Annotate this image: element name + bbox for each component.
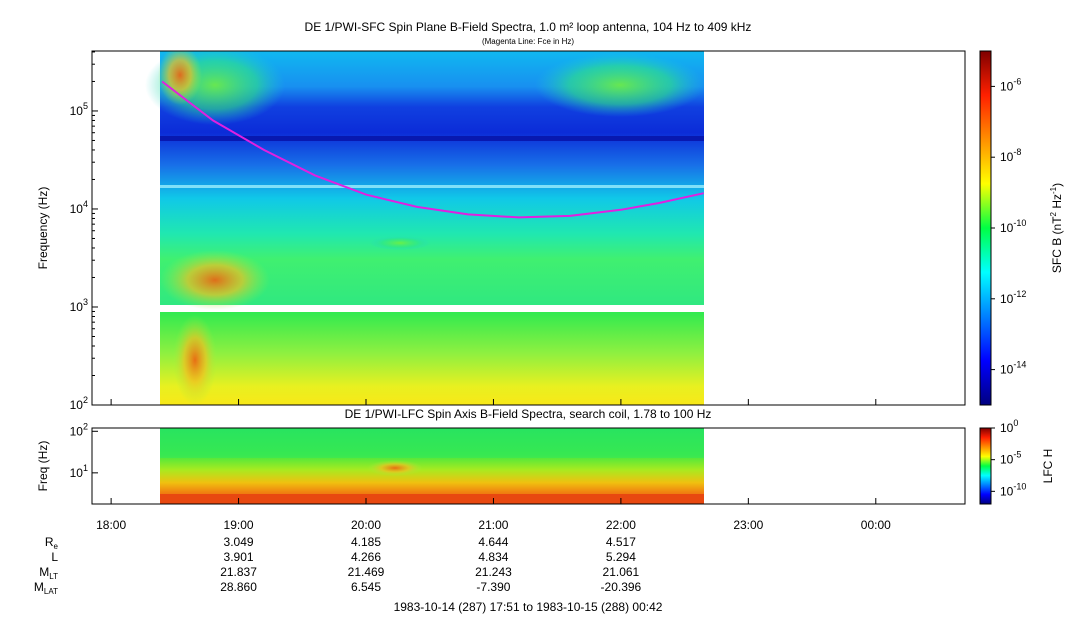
fce-line: [161, 80, 704, 219]
upper-plot-frame: [91, 50, 966, 406]
upper-title: DE 1/PWI-SFC Spin Plane B-Field Spectra,…: [305, 20, 752, 34]
x-tick-label-1: 19:00: [224, 518, 254, 532]
ephemeris-value-2-1: 21.469: [348, 565, 385, 579]
sfc-emission-mid: [370, 236, 430, 250]
time-range-footer: 1983-10-14 (287) 17:51 to 1983-10-15 (28…: [394, 600, 663, 614]
lfc-emission: [367, 460, 423, 476]
ephemeris-value-1-1: 4.266: [351, 550, 381, 564]
upper-colorbar-tick-label-4: 10-14: [1000, 360, 1026, 377]
ephemeris-value-0-3: 4.517: [606, 535, 636, 549]
lower-colorbar-tick-label-0: 100: [1000, 418, 1018, 435]
ephemeris-value-0-2: 4.644: [478, 535, 508, 549]
ephemeris-value-3-2: -7.390: [476, 580, 510, 594]
lower-y-ticks: 101 102: [70, 421, 98, 480]
upper-colorbar-label: SFC B (nT2 Hz-1): [1049, 183, 1064, 273]
lfc-row-bottom: [160, 494, 704, 504]
lower-title: DE 1/PWI-LFC Spin Axis B-Field Spectra, …: [345, 407, 712, 421]
lower-colorbar-ticks: 100 10-5 10-10: [991, 418, 1026, 498]
x-tick-label-0: 18:00: [96, 518, 126, 532]
lower-y-label: Freq (Hz): [36, 441, 50, 492]
ephemeris-label-1: L: [51, 550, 58, 564]
sfc-emission-top-right: [535, 53, 705, 117]
ephemeris-label-3: MLAT: [34, 580, 58, 596]
ephemeris-value-1-2: 4.834: [478, 550, 508, 564]
upper-colorbar-tick-label-1: 10-8: [1000, 147, 1021, 164]
x-tick-label-4: 22:00: [606, 518, 636, 532]
lower-colorbar: [979, 427, 992, 505]
lower-colorbar-tick-label-1: 10-5: [1000, 450, 1021, 467]
upper-y-ticks: 102 103 104 105: [70, 51, 98, 412]
lower-plot-frame: [91, 427, 966, 505]
sfc-emission-hot-lower: [160, 250, 270, 310]
x-tick-label-2: 20:00: [351, 518, 381, 532]
ephemeris-table: Re 3.049 4.185 4.644 4.517 L 3.901 4.266 4.834 5.…: [34, 535, 642, 596]
lower-y-tick-label-0: 101: [70, 463, 88, 480]
ephemeris-value-0-1: 4.185: [351, 535, 381, 549]
x-tick-label-5: 23:00: [733, 518, 763, 532]
upper-colorbar-tick-label-0: 10-6: [1000, 76, 1021, 93]
ephemeris-label-0: Re: [45, 535, 59, 551]
upper-subtitle: (Magenta Line: Fce in Hz): [482, 37, 574, 46]
upper-spectrogram: [145, 51, 705, 405]
upper-y-tick-label-2: 104: [70, 199, 88, 216]
ephemeris-value-2-0: 21.837: [220, 565, 257, 579]
ephemeris-value-1-0: 3.901: [224, 550, 254, 564]
x-axis-ticks: 18:00 19:00 20:00 21:00 22:00 23:00 00:00: [96, 399, 891, 532]
lower-y-tick-label-1: 102: [70, 421, 88, 438]
upper-y-tick-label-0: 102: [70, 395, 88, 412]
upper-y-tick-label-1: 103: [70, 297, 88, 314]
sfc-emission-hot-low: [173, 315, 217, 405]
sfc-line-16khz: [160, 185, 704, 188]
lower-colorbar-label: LFC H: [1041, 449, 1055, 484]
upper-colorbar-tick-label-2: 10-10: [1000, 218, 1026, 235]
sfc-emission-hot-upper: [158, 51, 202, 105]
ephemeris-value-2-3: 21.061: [603, 565, 640, 579]
ephemeris-value-3-0: 28.860: [220, 580, 257, 594]
lfc-row-high: [160, 428, 704, 458]
ephemeris-value-3-3: -20.396: [601, 580, 642, 594]
lower-colorbar-tick-label-2: 10-10: [1000, 481, 1026, 498]
upper-colorbar: [979, 50, 992, 406]
ephemeris-value-3-1: 6.545: [351, 580, 381, 594]
lower-spectrogram: [160, 428, 704, 504]
ephemeris-label-2: MLT: [39, 565, 58, 581]
ephemeris-value-0-0: 3.049: [224, 535, 254, 549]
upper-y-label: Frequency (Hz): [36, 187, 50, 270]
sfc-line-44khz: [160, 136, 704, 141]
x-tick-label-6: 00:00: [861, 518, 891, 532]
upper-colorbar-ticks: 10-6 10-8 10-10 10-12 10-14: [991, 76, 1026, 377]
ephemeris-value-2-2: 21.243: [475, 565, 512, 579]
upper-y-tick-label-3: 105: [70, 101, 88, 118]
x-tick-label-3: 21:00: [478, 518, 508, 532]
upper-colorbar-tick-label-3: 10-12: [1000, 289, 1026, 306]
sfc-band-low: [160, 312, 704, 405]
ephemeris-value-1-3: 5.294: [606, 550, 636, 564]
